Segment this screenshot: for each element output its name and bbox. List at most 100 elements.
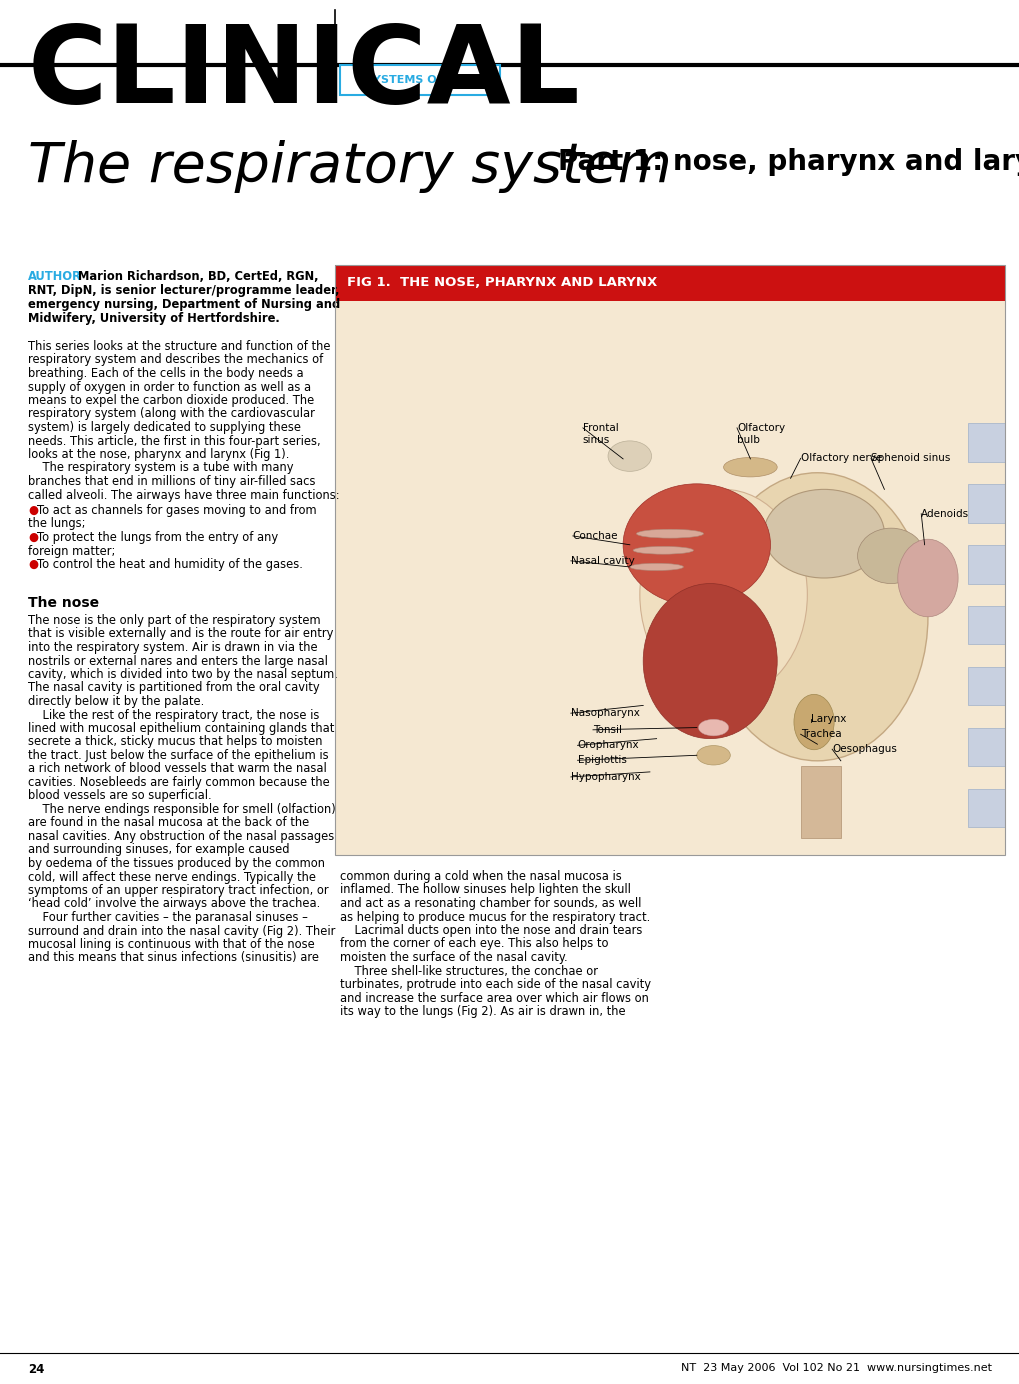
Text: and surrounding sinuses, for example caused: and surrounding sinuses, for example cau… [28,843,289,857]
Bar [967,789,1004,828]
Text: cold, will affect these nerve endings. Typically the: cold, will affect these nerve endings. T… [28,871,316,883]
Text: blood vessels are so superficial.: blood vessels are so superficial. [28,789,211,803]
Ellipse shape [897,540,957,617]
Text: called alveoli. The airways have three main functions:: called alveoli. The airways have three m… [28,489,339,501]
Text: Nasopharynx: Nasopharynx [571,709,639,718]
Text: branches that end in millions of tiny air-filled sacs: branches that end in millions of tiny ai… [28,475,315,489]
Text: The nasal cavity is partitioned from the oral cavity: The nasal cavity is partitioned from the… [28,681,319,695]
Text: To protect the lungs from the entry of any: To protect the lungs from the entry of a… [37,531,278,544]
Text: CLINICAL: CLINICAL [28,19,580,126]
Bar [967,545,1004,584]
Ellipse shape [629,563,683,570]
Text: supply of oxygen in order to function as well as a: supply of oxygen in order to function as… [28,381,311,393]
Text: The nose: The nose [28,597,99,610]
Text: This series looks at the structure and function of the: This series looks at the structure and f… [28,340,330,353]
Text: The respiratory system: The respiratory system [28,140,689,192]
Text: turbinates, protrude into each side of the nasal cavity: turbinates, protrude into each side of t… [339,978,650,991]
Text: Olfactory
bulb: Olfactory bulb [737,424,785,446]
Text: respiratory system (along with the cardiovascular: respiratory system (along with the cardi… [28,407,315,421]
Text: Three shell-like structures, the conchae or: Three shell-like structures, the conchae… [339,965,597,977]
Text: SYSTEMS OF LIFE: SYSTEMS OF LIFE [365,75,474,84]
Text: Frontal
sinus: Frontal sinus [582,424,619,446]
Text: nasal cavities. Any obstruction of the nasal passages: nasal cavities. Any obstruction of the n… [28,830,334,843]
Ellipse shape [698,720,728,736]
Text: breathing. Each of the cells in the body needs a: breathing. Each of the cells in the body… [28,367,304,381]
Text: respiratory system and describes the mechanics of: respiratory system and describes the mec… [28,353,323,367]
Text: Oesophagus: Oesophagus [832,745,896,754]
Text: Olfactory nerve: Olfactory nerve [800,454,881,464]
Ellipse shape [633,547,693,554]
Text: looks at the nose, pharynx and larynx (Fig 1).: looks at the nose, pharynx and larynx (F… [28,448,289,461]
Text: Lacrimal ducts open into the nose and drain tears: Lacrimal ducts open into the nose and dr… [339,925,642,937]
Text: a rich network of blood vessels that warm the nasal: a rich network of blood vessels that war… [28,763,326,775]
Bar [967,606,1004,645]
Text: moisten the surface of the nasal cavity.: moisten the surface of the nasal cavity. [339,951,567,965]
Text: Oropharynx: Oropharynx [577,740,639,750]
Text: and this means that sinus infections (sinusitis) are: and this means that sinus infections (si… [28,952,319,965]
Ellipse shape [636,529,703,538]
Bar [800,767,840,839]
Text: AUTHOR: AUTHOR [28,270,82,282]
Ellipse shape [623,484,769,606]
Ellipse shape [722,458,776,477]
Bar [339,65,499,95]
Text: cavities. Nosebleeds are fairly common because the: cavities. Nosebleeds are fairly common b… [28,776,329,789]
Text: Sphenoid sinus: Sphenoid sinus [870,454,950,464]
Text: are found in the nasal mucosa at the back of the: are found in the nasal mucosa at the bac… [28,817,309,829]
Ellipse shape [607,441,651,472]
Text: Tonsil: Tonsil [592,725,622,735]
Ellipse shape [696,746,730,765]
Text: Hypopharynx: Hypopharynx [571,772,640,782]
Ellipse shape [643,584,776,739]
Text: inflamed. The hollow sinuses help lighten the skull: inflamed. The hollow sinuses help lighte… [339,883,631,897]
Text: Nasal cavity: Nasal cavity [571,556,634,566]
Bar [334,264,1004,300]
Text: ●: ● [28,531,38,544]
Ellipse shape [639,490,807,700]
Ellipse shape [793,695,834,750]
Text: To act as channels for gases moving to and from: To act as channels for gases moving to a… [37,504,316,518]
Text: its way to the lungs (Fig 2). As air is drawn in, the: its way to the lungs (Fig 2). As air is … [339,1005,625,1019]
Bar [967,728,1004,767]
Ellipse shape [706,473,927,761]
Ellipse shape [763,490,883,579]
Text: lined with mucosal epithelium containing glands that: lined with mucosal epithelium containing… [28,722,334,735]
Text: from the corner of each eye. This also helps to: from the corner of each eye. This also h… [339,937,608,951]
Text: ●: ● [28,504,38,518]
Text: emergency nursing, Department of Nursing and: emergency nursing, Department of Nursing… [28,298,340,311]
Text: Epiglottis: Epiglottis [577,756,626,765]
Bar [967,484,1004,523]
Text: that is visible externally and is the route for air entry: that is visible externally and is the ro… [28,627,333,641]
Text: RNT, DipN, is senior lecturer/programme leader,: RNT, DipN, is senior lecturer/programme … [28,284,339,298]
Text: Larynx: Larynx [810,714,845,724]
Text: foreign matter;: foreign matter; [28,544,115,558]
Text: Midwifery, University of Hertfordshire.: Midwifery, University of Hertfordshire. [28,311,279,325]
Text: The nerve endings responsible for smell (olfaction): The nerve endings responsible for smell … [28,803,335,817]
Text: surround and drain into the nasal cavity (Fig 2). Their: surround and drain into the nasal cavity… [28,925,335,937]
Text: The respiratory system is a tube with many: The respiratory system is a tube with ma… [28,461,293,475]
Text: FIG 1.  THE NOSE, PHARYNX AND LARYNX: FIG 1. THE NOSE, PHARYNX AND LARYNX [346,277,656,289]
Text: the lungs;: the lungs; [28,518,86,530]
Text: mucosal lining is continuous with that of the nose: mucosal lining is continuous with that o… [28,938,315,951]
Text: system) is largely dedicated to supplying these: system) is largely dedicated to supplyin… [28,421,301,435]
Text: Adenoids: Adenoids [920,509,968,519]
Text: Part 1: nose, pharynx and larynx: Part 1: nose, pharynx and larynx [557,148,1019,176]
Text: nostrils or external nares and enters the large nasal: nostrils or external nares and enters th… [28,655,327,667]
Text: as helping to produce mucus for the respiratory tract.: as helping to produce mucus for the resp… [339,911,650,923]
Text: the tract. Just below the surface of the epithelium is: the tract. Just below the surface of the… [28,749,328,763]
Text: by oedema of the tissues produced by the common: by oedema of the tissues produced by the… [28,857,325,871]
Text: cavity, which is divided into two by the nasal septum.: cavity, which is divided into two by the… [28,668,337,681]
Text: ●: ● [28,558,38,572]
Bar [967,667,1004,706]
Text: secrete a thick, sticky mucus that helps to moisten: secrete a thick, sticky mucus that helps… [28,735,322,749]
Text: and increase the surface area over which air flows on: and increase the surface area over which… [339,991,648,1005]
Text: directly below it by the palate.: directly below it by the palate. [28,695,204,709]
Text: Like the rest of the respiratory tract, the nose is: Like the rest of the respiratory tract, … [28,709,319,721]
Bar [334,264,1004,855]
Text: 24: 24 [28,1363,45,1376]
Text: ‘head cold’ involve the airways above the trachea.: ‘head cold’ involve the airways above th… [28,897,320,911]
Ellipse shape [857,529,923,584]
Text: NT  23 May 2006  Vol 102 No 21  www.nursingtimes.net: NT 23 May 2006 Vol 102 No 21 www.nursing… [681,1363,991,1373]
Text: The nose is the only part of the respiratory system: The nose is the only part of the respira… [28,614,320,627]
Bar [334,300,1004,855]
